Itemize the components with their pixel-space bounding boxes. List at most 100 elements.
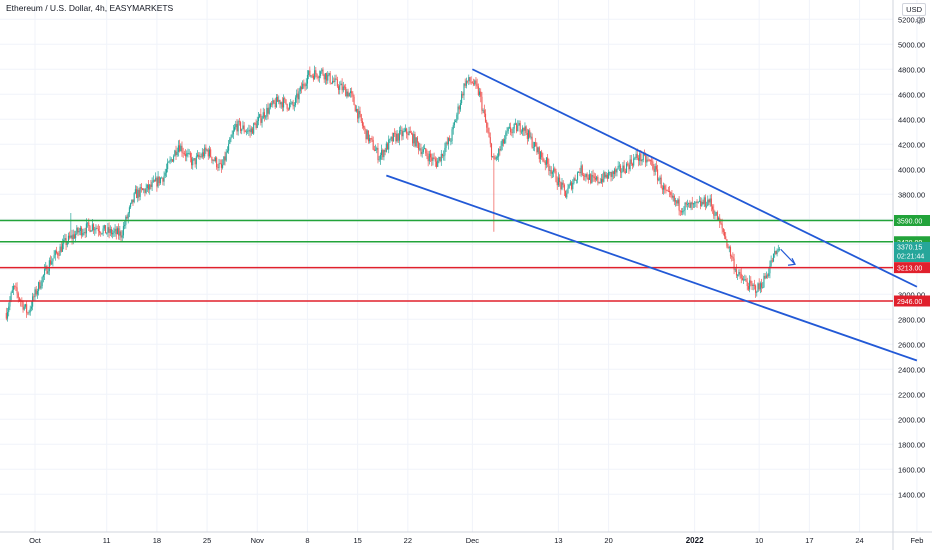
candle-body	[732, 256, 734, 259]
candle-body	[115, 228, 117, 235]
candle-body	[369, 138, 371, 142]
candle-body	[177, 145, 179, 152]
candle-body	[512, 128, 514, 133]
x-tick-label: 24	[855, 536, 863, 545]
candle-body	[671, 194, 673, 198]
candle-body	[471, 82, 473, 84]
candle-body	[375, 149, 377, 151]
candle-body	[727, 246, 729, 248]
candle-body	[611, 171, 613, 177]
candle-body	[230, 137, 232, 139]
candle-body	[530, 136, 532, 138]
candle-body	[426, 153, 428, 157]
candle-body	[738, 271, 740, 276]
candle-body	[179, 145, 181, 152]
candle-body	[740, 273, 742, 279]
candle-body	[268, 107, 270, 114]
candle-body	[193, 158, 195, 160]
candle-body	[49, 260, 52, 265]
candle-body	[487, 127, 489, 133]
candle-body	[576, 172, 579, 180]
candle-body	[371, 138, 373, 141]
candle-body	[281, 102, 283, 108]
candle-body	[750, 280, 752, 284]
candle-body	[310, 75, 312, 77]
y-tick-label: 4600.00	[898, 90, 925, 99]
y-tick-label: 3800.00	[898, 190, 925, 199]
candle-body	[140, 187, 142, 189]
candle-body	[483, 110, 485, 114]
candle-body	[91, 224, 93, 231]
candle-body	[298, 91, 300, 100]
candle-body	[185, 154, 187, 157]
candle-body	[212, 159, 214, 161]
candle-body	[585, 173, 587, 177]
candle-body	[196, 154, 199, 157]
candle-body	[41, 277, 43, 286]
currency-selector[interactable]: USD	[902, 3, 926, 16]
candle-body	[447, 138, 450, 145]
candle-body	[714, 215, 716, 217]
candle-body	[237, 121, 239, 132]
candle-body	[60, 246, 62, 252]
candle-body	[51, 261, 53, 265]
candle-body	[318, 75, 320, 78]
candle-body	[547, 157, 549, 164]
candle-body	[413, 134, 415, 144]
candle-body	[308, 70, 310, 75]
candle-body	[610, 171, 612, 177]
candle-body	[247, 130, 249, 132]
candle-body	[715, 212, 717, 216]
candle-body	[273, 100, 275, 103]
candle-body	[300, 86, 303, 90]
candle-body	[190, 157, 193, 166]
candle-body	[343, 86, 346, 88]
candle-body	[232, 130, 234, 135]
candle-body	[663, 185, 665, 190]
candle-body	[355, 109, 358, 112]
candle-body	[475, 80, 477, 84]
candle-body	[104, 225, 107, 234]
candle-body	[90, 230, 92, 232]
candle-body	[181, 145, 183, 153]
candle-body	[262, 112, 264, 119]
candle-body	[100, 232, 102, 234]
candle-body	[753, 285, 755, 286]
candle-body	[623, 165, 625, 172]
candle-body	[441, 153, 444, 156]
candle-body	[765, 275, 767, 279]
candle-body	[207, 149, 209, 157]
candle-body	[722, 228, 724, 232]
candle-body	[640, 153, 642, 162]
candle-body	[655, 166, 657, 170]
candle-body	[272, 100, 274, 105]
candle-body	[402, 131, 404, 137]
candle-body	[594, 177, 597, 180]
candle-body	[496, 156, 499, 158]
candle-body	[758, 283, 760, 290]
candle-body	[618, 165, 620, 167]
candle-body	[556, 181, 558, 186]
candle-body	[366, 130, 368, 140]
candle-body	[537, 147, 539, 153]
candle-body	[593, 176, 595, 178]
x-tick-label: Oct	[29, 536, 42, 545]
candle-body	[158, 176, 160, 184]
candle-body	[127, 213, 129, 219]
candle-body	[354, 105, 356, 112]
candle-body	[756, 291, 758, 293]
candle-body	[266, 107, 268, 117]
candle-body	[132, 199, 134, 203]
candle-body	[352, 93, 354, 97]
candle-body	[548, 163, 550, 171]
candle-body	[702, 201, 704, 204]
candle-body	[493, 156, 495, 159]
candle-body	[165, 169, 167, 173]
candle-body	[649, 160, 651, 162]
candle-body	[617, 165, 619, 169]
candle-body	[173, 156, 175, 162]
candle-body	[629, 159, 631, 170]
settings-icon[interactable]: ⚙	[915, 16, 924, 27]
candle-body	[467, 80, 469, 82]
